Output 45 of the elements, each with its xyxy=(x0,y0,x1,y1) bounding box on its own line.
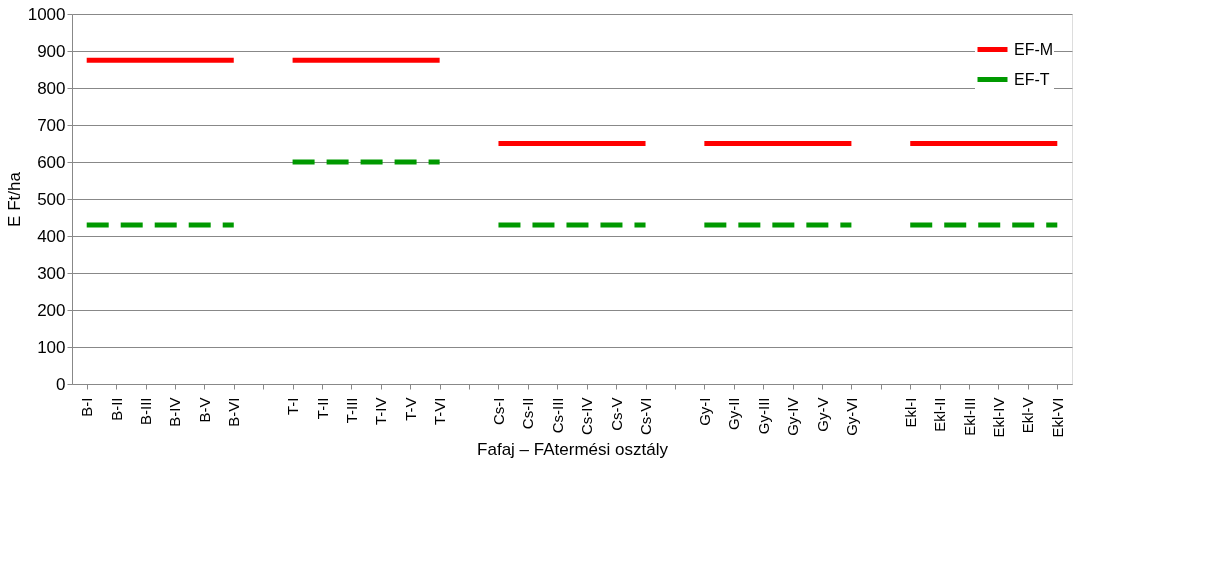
y-axis-title: E Ft/ha xyxy=(4,171,24,227)
x-tick-label: Gy-VI xyxy=(842,397,860,436)
x-tick-label: Cs-IV xyxy=(578,397,596,435)
x-tick-label: B-II xyxy=(107,397,125,421)
x-tick-label: T-IV xyxy=(372,397,390,426)
x-tick-label: B-I xyxy=(78,397,96,417)
y-tick-label: 1000 xyxy=(27,4,66,24)
x-tick-label: Cs-II xyxy=(519,397,537,430)
x-tick-label: T-II xyxy=(313,397,331,420)
x-tick-label: T-V xyxy=(401,397,419,421)
x-tick-label: Gy-IV xyxy=(784,397,802,436)
x-tick-label: B-VI xyxy=(225,397,243,427)
x-tick-label: Ekl-III xyxy=(960,397,978,436)
y-tick-label: 100 xyxy=(37,337,66,357)
x-tick-label: Ekl-IV xyxy=(989,397,1007,438)
y-tick-label: 200 xyxy=(37,300,66,320)
x-tick-label: Cs-V xyxy=(607,397,625,431)
x-tick-label: B-V xyxy=(195,397,213,423)
y-tick-label: 700 xyxy=(37,115,66,135)
x-axis-title: Fafaj – FAtermési osztály xyxy=(477,439,669,459)
y-tick-label: 900 xyxy=(37,41,66,61)
y-tick-label: 0 xyxy=(56,374,66,394)
x-tick-label: B-IV xyxy=(166,397,184,427)
y-tick-label: 500 xyxy=(37,189,66,209)
x-tick-label: Gy-II xyxy=(725,397,743,430)
x-tick-label: Gy-I xyxy=(695,397,713,426)
x-tick-label: Ekl-VI xyxy=(1048,397,1066,438)
x-tick-label: Ekl-I xyxy=(901,397,919,428)
x-tick-label: Ekl-II xyxy=(931,397,949,432)
x-tick-label: Cs-I xyxy=(489,397,507,425)
x-tick-label: Cs-III xyxy=(548,397,566,434)
x-tick-label: T-VI xyxy=(431,397,449,426)
legend-label: EF-T xyxy=(1014,70,1050,88)
x-tick-label: Gy-V xyxy=(813,397,831,432)
y-tick-label: 800 xyxy=(37,78,66,98)
x-tick-label: T-I xyxy=(284,397,302,415)
y-tick-label: 400 xyxy=(37,226,66,246)
legend-label: EF-M xyxy=(1014,40,1054,58)
y-tick-label: 300 xyxy=(37,263,66,283)
x-tick-label: Cs-VI xyxy=(637,397,655,435)
x-tick-label: B-III xyxy=(137,397,155,426)
y-tick-label: 600 xyxy=(37,152,66,172)
x-tick-label: Gy-III xyxy=(754,397,772,435)
x-tick-label: T-III xyxy=(342,397,360,424)
x-tick-label: Ekl-V xyxy=(1019,397,1037,434)
